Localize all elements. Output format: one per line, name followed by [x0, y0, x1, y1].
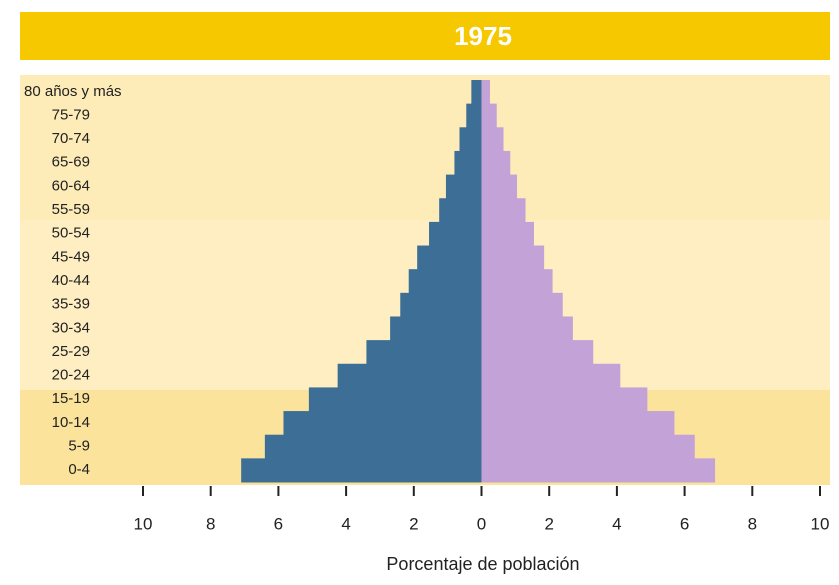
bar — [366, 340, 482, 365]
bar — [481, 269, 553, 294]
bar — [481, 292, 563, 317]
bar — [481, 198, 526, 223]
x-tick-label: 4 — [341, 514, 350, 533]
bar — [481, 150, 511, 176]
x-tick-label: 4 — [612, 514, 621, 533]
bar — [445, 174, 482, 199]
bar — [390, 316, 482, 341]
y-tick-label: 25-29 — [52, 343, 90, 360]
y-tick-label: 60-64 — [52, 177, 90, 194]
bar — [481, 174, 518, 199]
bar — [429, 221, 482, 247]
bar — [439, 198, 482, 223]
y-tick-label: 10-14 — [52, 414, 90, 431]
bar — [408, 269, 482, 294]
bar — [481, 458, 716, 483]
y-tick-label: 45-49 — [52, 248, 90, 265]
y-tick-label: 70-74 — [52, 130, 90, 147]
bar — [337, 363, 482, 388]
bar — [481, 245, 545, 270]
y-tick-label: 30-34 — [52, 319, 90, 336]
bar — [481, 221, 534, 247]
x-tick-label: 8 — [206, 514, 215, 533]
bar — [308, 387, 482, 412]
bar — [283, 411, 482, 436]
bar — [417, 245, 482, 270]
bar — [459, 127, 482, 152]
bar — [241, 458, 482, 483]
bar — [466, 103, 482, 128]
bar — [481, 127, 504, 152]
bar — [481, 80, 490, 105]
y-tick-label: 20-24 — [52, 367, 90, 384]
bar — [481, 411, 675, 436]
y-tick-label: 40-44 — [52, 272, 90, 289]
y-tick-label: 35-39 — [52, 296, 90, 313]
bar — [481, 103, 497, 128]
x-tick-label: 0 — [477, 514, 486, 533]
x-axis-title: Porcentaje de población — [386, 554, 579, 574]
x-tick-label: 6 — [680, 514, 689, 533]
bar — [481, 316, 573, 341]
bar — [481, 434, 695, 459]
y-tick-label: 65-69 — [52, 154, 90, 171]
bar — [481, 363, 621, 388]
bar — [400, 292, 482, 317]
x-tick-label: 2 — [409, 514, 418, 533]
chart-title: 1975 — [454, 21, 512, 51]
y-tick-label: 55-59 — [52, 201, 90, 218]
x-tick-label: 2 — [544, 514, 553, 533]
band — [20, 75, 830, 220]
x-tick-label: 10 — [134, 514, 153, 533]
bar — [454, 150, 482, 176]
y-tick-label: 5-9 — [68, 437, 90, 454]
title-bar — [20, 12, 830, 60]
y-tick-label: 80 años y más — [24, 83, 122, 100]
x-tick-label: 10 — [811, 514, 830, 533]
x-tick-label: 8 — [748, 514, 757, 533]
y-tick-label: 15-19 — [52, 390, 90, 407]
bar — [471, 80, 482, 105]
y-tick-label: 0-4 — [68, 461, 90, 478]
bar — [481, 387, 648, 412]
y-tick-label: 50-54 — [52, 225, 90, 242]
bar — [264, 434, 482, 459]
bar — [481, 340, 594, 365]
y-tick-label: 75-79 — [52, 106, 90, 123]
x-tick-label: 6 — [274, 514, 283, 533]
